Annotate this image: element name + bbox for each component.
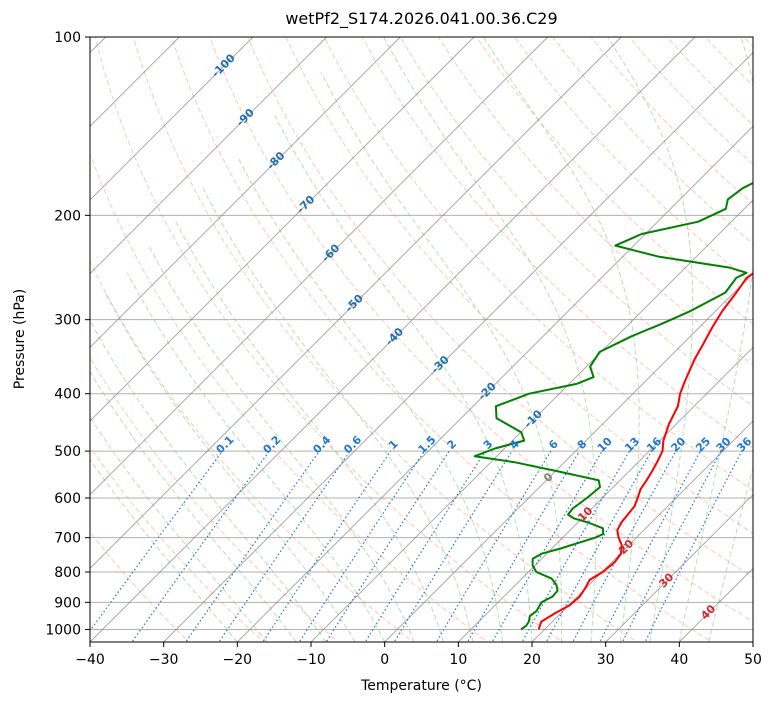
dewpoint-profile-line bbox=[473, 181, 753, 631]
plot-background bbox=[90, 37, 753, 642]
mixing-ratio-line bbox=[466, 450, 580, 642]
isotherm-line bbox=[90, 37, 254, 201]
x-tick-label: −30 bbox=[149, 652, 179, 668]
dry-adiabat-line bbox=[90, 152, 489, 642]
isotherm-line bbox=[90, 37, 327, 275]
mixing-ratio-line bbox=[572, 450, 677, 642]
isotherm-line bbox=[752, 641, 753, 642]
moist-adiabat-line bbox=[482, 37, 640, 642]
plot-frame bbox=[89, 36, 754, 643]
dry-adiabat-line bbox=[90, 531, 190, 642]
y-tick-label: 1000 bbox=[45, 622, 81, 638]
temperature-profile-line bbox=[537, 272, 753, 630]
chart-title: wetPf2_S174.2026.041.00.36.C29 bbox=[285, 9, 558, 28]
dry-adiabat-line bbox=[90, 356, 339, 642]
mixing-ratio-line bbox=[325, 450, 450, 642]
isotherm-line bbox=[458, 346, 753, 642]
y-tick-label: 600 bbox=[54, 491, 81, 507]
isotherm-line bbox=[605, 494, 753, 642]
isotherm-line bbox=[384, 273, 753, 642]
mixing-ratio-line bbox=[393, 450, 513, 642]
dry-adiabat-line bbox=[132, 37, 638, 642]
dry-adiabat-line bbox=[171, 37, 713, 642]
y-tick-label: 400 bbox=[54, 387, 81, 403]
moist-adiabat-line bbox=[90, 416, 268, 642]
moist-adiabat-line bbox=[678, 37, 753, 642]
mixing-ratio-line bbox=[262, 450, 392, 642]
x-tick-label: 30 bbox=[597, 652, 615, 668]
y-tick-label: 700 bbox=[54, 531, 81, 547]
dry-adiabat-line bbox=[323, 37, 753, 491]
axes: −40 −30 −20 −10 0 10 20 30 40 50 100 200 300 400 500 60… bbox=[45, 30, 762, 668]
moist-adiabat-line bbox=[90, 319, 327, 642]
profile-lines bbox=[473, 181, 753, 631]
moist-adiabat-line bbox=[175, 221, 445, 642]
mixing-ratio-line bbox=[131, 450, 270, 642]
x-axis-label: Temperature (°C) bbox=[361, 678, 482, 694]
moist-adiabat-line bbox=[607, 37, 694, 642]
y-tick-label: 800 bbox=[54, 565, 81, 581]
isotherm-line bbox=[163, 52, 753, 642]
mixing-ratio-line bbox=[218, 450, 351, 642]
moist-adiabat-line bbox=[383, 37, 597, 642]
x-tick-label: 20 bbox=[523, 652, 541, 668]
mixing-ratio-line bbox=[185, 450, 320, 642]
mixing-ratio-line bbox=[621, 450, 722, 642]
moist-adiabat-line bbox=[104, 292, 356, 642]
moist-adiabat-line bbox=[237, 157, 503, 642]
dry-adiabat-line bbox=[361, 37, 753, 449]
isotherm-line bbox=[90, 37, 622, 569]
isotherm-line bbox=[531, 420, 753, 642]
moist-adiabat-line bbox=[126, 272, 386, 642]
isotherm-line bbox=[310, 199, 753, 642]
moist-adiabat-line bbox=[320, 72, 563, 642]
isotherm-line bbox=[90, 37, 475, 422]
x-tick-label: −20 bbox=[223, 652, 253, 668]
dry-adiabat-line bbox=[90, 260, 414, 642]
moist-adiabat-line bbox=[90, 370, 297, 642]
y-tick-label: 100 bbox=[54, 30, 81, 46]
isotherm-line bbox=[237, 125, 753, 642]
y-tick-label: 200 bbox=[54, 208, 81, 224]
dry-adiabat-line bbox=[476, 37, 753, 325]
mixing-ratio-line bbox=[599, 450, 702, 642]
isotherm-line bbox=[90, 37, 548, 496]
isotherm-line bbox=[90, 37, 696, 642]
x-tick-label: 10 bbox=[449, 652, 467, 668]
x-tick-label: 40 bbox=[670, 652, 688, 668]
mixing-ratio-line bbox=[90, 450, 223, 632]
moist-adiabat-line bbox=[708, 466, 753, 642]
moist-adiabat-line bbox=[202, 187, 474, 642]
dry-adiabat-line bbox=[437, 37, 753, 366]
dry-adiabat-line bbox=[399, 37, 753, 407]
mixing-ratio-line bbox=[298, 450, 425, 642]
dry-adiabat-line bbox=[209, 37, 753, 623]
x-tick-label: −40 bbox=[75, 652, 105, 668]
y-tick-label: 500 bbox=[54, 444, 81, 460]
mixing-ratio-line bbox=[364, 450, 486, 642]
dry-adiabat-line bbox=[285, 37, 753, 534]
y-tick-label: 300 bbox=[54, 313, 81, 329]
moist-adiabat-line bbox=[273, 113, 533, 642]
y-axis-label: Pressure (hPa) bbox=[12, 288, 28, 390]
x-tick-label: −10 bbox=[296, 652, 326, 668]
x-tick-label: 0 bbox=[380, 652, 389, 668]
mixing-ratio-label: 36 bbox=[734, 434, 754, 454]
y-tick-label: 900 bbox=[54, 595, 81, 611]
dry-adiabat-line bbox=[90, 446, 265, 642]
background-lines bbox=[90, 37, 753, 642]
x-tick-label: 50 bbox=[744, 652, 762, 668]
isotherm-line bbox=[90, 37, 401, 348]
